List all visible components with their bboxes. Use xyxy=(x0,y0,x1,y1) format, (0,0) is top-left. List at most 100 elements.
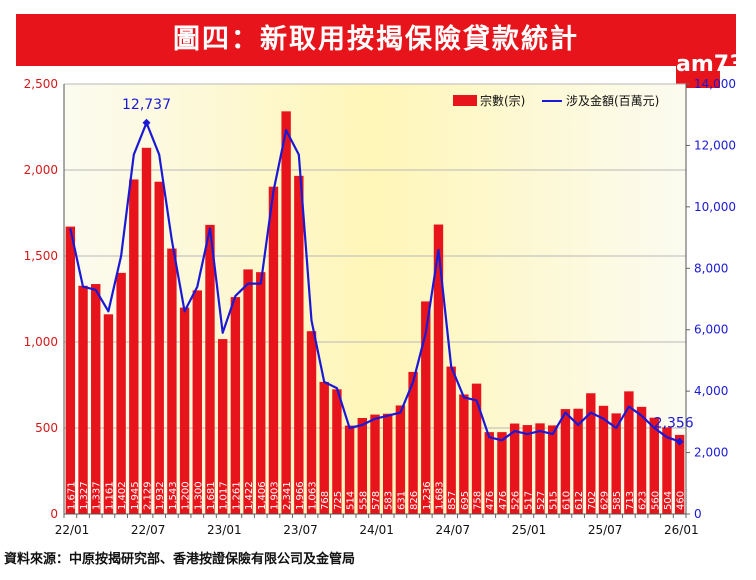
bar xyxy=(598,405,609,514)
bar-data-label: 1,337 xyxy=(92,481,103,510)
bar xyxy=(179,307,190,514)
bar-data-label: 610 xyxy=(561,491,572,510)
legend-bar-swatch xyxy=(453,95,477,106)
chart-title-banner: 圖四：新取用按揭保險貸款統計 xyxy=(16,14,736,66)
left-axis-tick-label: 1,000 xyxy=(24,335,58,349)
bar xyxy=(129,179,139,514)
bar xyxy=(243,269,253,514)
bar xyxy=(332,389,342,514)
bar-data-label: 527 xyxy=(536,491,547,510)
bar-data-label: 1,261 xyxy=(231,481,242,510)
bar xyxy=(344,425,355,514)
left-axis-tick-label: 2,500 xyxy=(24,77,58,91)
bar xyxy=(382,413,393,514)
bar-data-label: 2,129 xyxy=(143,481,154,510)
right-axis-tick-label: 6,000 xyxy=(694,323,728,337)
bar xyxy=(421,301,431,514)
annotation-label: 12,737 xyxy=(122,97,171,113)
bar xyxy=(154,181,164,515)
x-axis-tick-label: 24/07 xyxy=(436,523,471,537)
source-note: 資料來源：中原按揭研究部、香港按證保險有限公司及金管局 xyxy=(4,552,356,567)
bar xyxy=(522,425,533,514)
bar xyxy=(459,394,469,514)
bar xyxy=(408,371,418,514)
bar-data-label: 560 xyxy=(650,491,661,510)
bar-data-label: 758 xyxy=(473,491,484,510)
bar xyxy=(446,366,456,514)
bar-data-label: 460 xyxy=(676,491,687,510)
bar xyxy=(357,418,368,514)
bar xyxy=(674,434,685,514)
bar-data-label: 1,543 xyxy=(168,481,179,510)
bar xyxy=(560,409,571,514)
bar-data-label: 517 xyxy=(523,491,534,510)
bar xyxy=(471,383,482,514)
bar-data-label: 631 xyxy=(396,491,407,510)
bar-data-label: 1,422 xyxy=(244,481,255,510)
bar-data-label: 558 xyxy=(358,491,369,510)
bar xyxy=(573,408,583,514)
right-axis-tick-label: 2,000 xyxy=(694,446,728,460)
bar-data-label: 1,671 xyxy=(66,481,77,510)
bar-data-label: 725 xyxy=(333,491,344,510)
bar xyxy=(91,284,101,514)
bar-data-label: 1,903 xyxy=(269,481,280,510)
left-axis-tick-label: 1,500 xyxy=(24,249,58,263)
bar xyxy=(192,290,202,514)
bar-data-label: 768 xyxy=(320,491,331,510)
right-axis-tick-label: 12,000 xyxy=(694,138,736,152)
bar-data-label: 504 xyxy=(663,491,674,510)
bar xyxy=(484,432,494,514)
right-axis-tick-label: 4,000 xyxy=(694,384,728,398)
bar-data-label: 1,200 xyxy=(181,481,192,510)
bar-data-label: 514 xyxy=(346,491,357,510)
bar-data-label: 1,300 xyxy=(193,481,204,510)
bar-data-label: 612 xyxy=(574,491,585,510)
bar-data-label: 1,161 xyxy=(104,481,115,510)
bar xyxy=(268,186,279,514)
bar-data-label: 702 xyxy=(587,491,598,510)
bar-data-label: 1,327 xyxy=(79,481,90,510)
bar xyxy=(535,423,545,514)
bar-data-label: 695 xyxy=(460,491,471,510)
bar xyxy=(636,406,647,514)
bar xyxy=(509,423,520,514)
bar xyxy=(433,224,444,515)
bar xyxy=(306,331,317,514)
bar-data-label: 2,341 xyxy=(282,481,293,510)
bar xyxy=(649,417,659,514)
x-axis-tick-label: 25/07 xyxy=(588,523,623,537)
bar xyxy=(370,414,380,514)
bar-data-label: 623 xyxy=(638,491,649,510)
right-axis-tick-label: 14,000 xyxy=(694,77,736,91)
bar xyxy=(281,111,291,515)
bar xyxy=(497,432,507,514)
bar-data-label: 1,966 xyxy=(295,481,306,510)
x-axis-tick-label: 22/01 xyxy=(55,523,90,537)
right-axis-tick-label: 0 xyxy=(694,507,702,521)
legend-bar-label: 宗數(宗) xyxy=(480,93,525,108)
left-axis-tick-label: 500 xyxy=(35,421,58,435)
bar-data-label: 515 xyxy=(549,491,560,510)
bar-data-label: 526 xyxy=(511,491,522,510)
x-axis-tick-label: 23/01 xyxy=(207,523,242,537)
bar-data-label: 583 xyxy=(384,491,395,510)
annotation-marker xyxy=(142,118,151,127)
bar-data-label: 476 xyxy=(498,491,509,510)
bar-data-label: 578 xyxy=(371,491,382,510)
bar-data-label: 1,683 xyxy=(434,481,445,510)
bar-data-label: 476 xyxy=(485,491,496,510)
bar-data-label: 1,063 xyxy=(308,481,319,510)
bar xyxy=(78,285,88,514)
x-axis-tick-label: 22/07 xyxy=(131,523,166,537)
bar xyxy=(256,272,266,514)
bar xyxy=(205,224,215,515)
right-axis-tick-label: 8,000 xyxy=(694,261,728,275)
x-axis-tick-label: 24/01 xyxy=(359,523,394,537)
annotation-marker xyxy=(675,437,684,446)
bar xyxy=(611,413,621,514)
left-axis-tick-label: 2,000 xyxy=(24,163,58,177)
bar-data-label: 826 xyxy=(409,491,420,510)
bar xyxy=(319,381,329,514)
